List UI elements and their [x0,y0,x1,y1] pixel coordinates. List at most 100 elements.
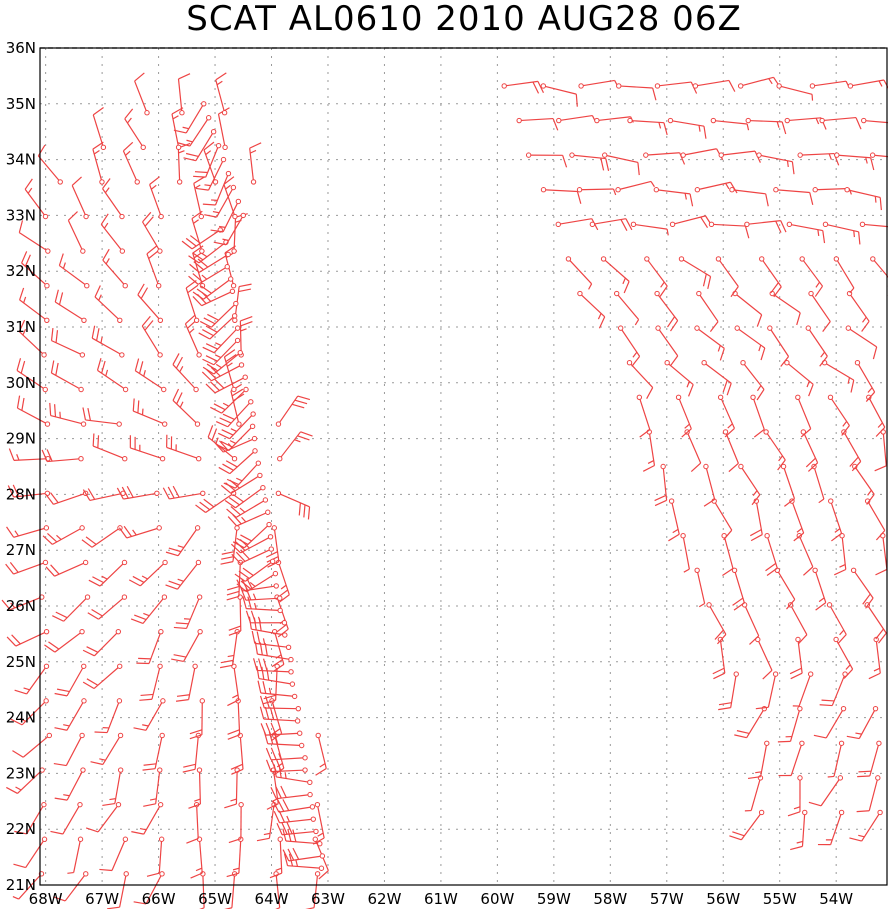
wind-barb [718,150,761,163]
lat-label: 22N [6,820,36,838]
wind-barb [800,429,819,472]
wind-barb [715,256,739,298]
wind-barb [132,398,168,427]
wind-barb [136,628,164,665]
wind-barb [653,187,694,207]
wind-barb [182,732,202,773]
wind-barb [636,394,651,438]
wind-barb [217,411,256,440]
wind-barb [868,636,881,680]
wind-barb [50,360,84,393]
wind-barb [269,836,283,879]
wind-barb [71,176,89,220]
wind-barb [8,448,51,462]
wind-barb [680,532,690,573]
wind-barb [282,847,326,862]
wind-barb [223,460,262,489]
wind-barb [540,83,578,107]
wind-barb [589,218,633,231]
wind-barb [789,636,803,680]
wind-barb [13,836,48,869]
wind-barb [166,434,202,462]
wind-barb [231,546,274,565]
wind-barb [711,498,733,541]
wind-barb [137,283,164,324]
wind-barb [199,300,239,328]
wind-barb [729,187,769,207]
wind-barb [202,325,241,354]
wind-barb [21,251,50,289]
wind-barb [149,176,164,220]
wind-barb [232,521,272,549]
wind-barb [576,187,617,196]
wind-barb [210,386,249,414]
wind-barb [846,290,870,332]
lon-label: 58W [593,890,627,908]
wind-barb [827,394,850,436]
wind-barb [854,360,876,402]
wind-barb [188,767,203,809]
wind-barb [134,72,150,116]
lon-label: 67W [85,890,119,908]
wind-barb [745,117,787,135]
wind-barb [53,871,89,902]
wind-barb [741,602,760,645]
wind-barb [763,429,786,471]
wind-barb [780,463,796,507]
wind-barb [94,285,123,324]
wind-barb [744,775,764,812]
wind-barb [220,472,263,494]
wind-barb [834,532,847,576]
wind-barb [257,680,298,700]
wind-barb [24,178,49,220]
wind-barb [210,198,242,233]
wind-barb [833,636,854,679]
wind-barb [204,184,237,218]
wind-barb [189,251,231,273]
wind-barb [750,394,765,438]
wind-barb [844,187,882,211]
wind-barb [81,525,123,548]
wind-barb [224,485,266,509]
wind-barb [231,213,248,254]
wind-barb [556,114,596,124]
wind-barb [171,107,184,151]
wind-barb [207,425,238,462]
wind-barb [792,671,814,707]
wind-barb [678,256,712,290]
wind-barb [808,775,844,807]
wind-barb [214,435,258,453]
lat-label: 31N [6,318,36,336]
wind-barb [252,658,294,675]
wind-barb [202,170,232,206]
wind-barb [734,705,768,739]
wind-barb [50,801,83,835]
wind-barb [270,785,313,800]
wind-barb [54,663,87,697]
wind-barb [856,775,881,813]
wind-barb [809,80,850,89]
wind-barb [817,809,845,846]
wind-barb [188,264,230,285]
wind-barb [228,801,244,844]
lat-label: 25N [6,653,36,671]
lat-label: 28N [6,485,36,503]
wind-barb [821,360,855,393]
wind-barb [37,144,63,185]
map-frame-border [39,47,888,886]
wind-barb [811,463,825,504]
lon-label: 64W [255,890,289,908]
wind-barb [789,498,805,542]
wind-barb [245,610,288,626]
wind-barb [198,313,238,340]
wind-barb [6,525,50,538]
wind-barb [859,221,888,228]
wind-barb [91,325,125,358]
wind-barb [218,448,258,475]
map-frame [39,47,888,886]
wind-barb [172,388,201,427]
wind-barb [846,705,879,740]
wind-barb [134,358,167,393]
wind-barb [124,108,146,151]
wind-barb [259,706,301,724]
